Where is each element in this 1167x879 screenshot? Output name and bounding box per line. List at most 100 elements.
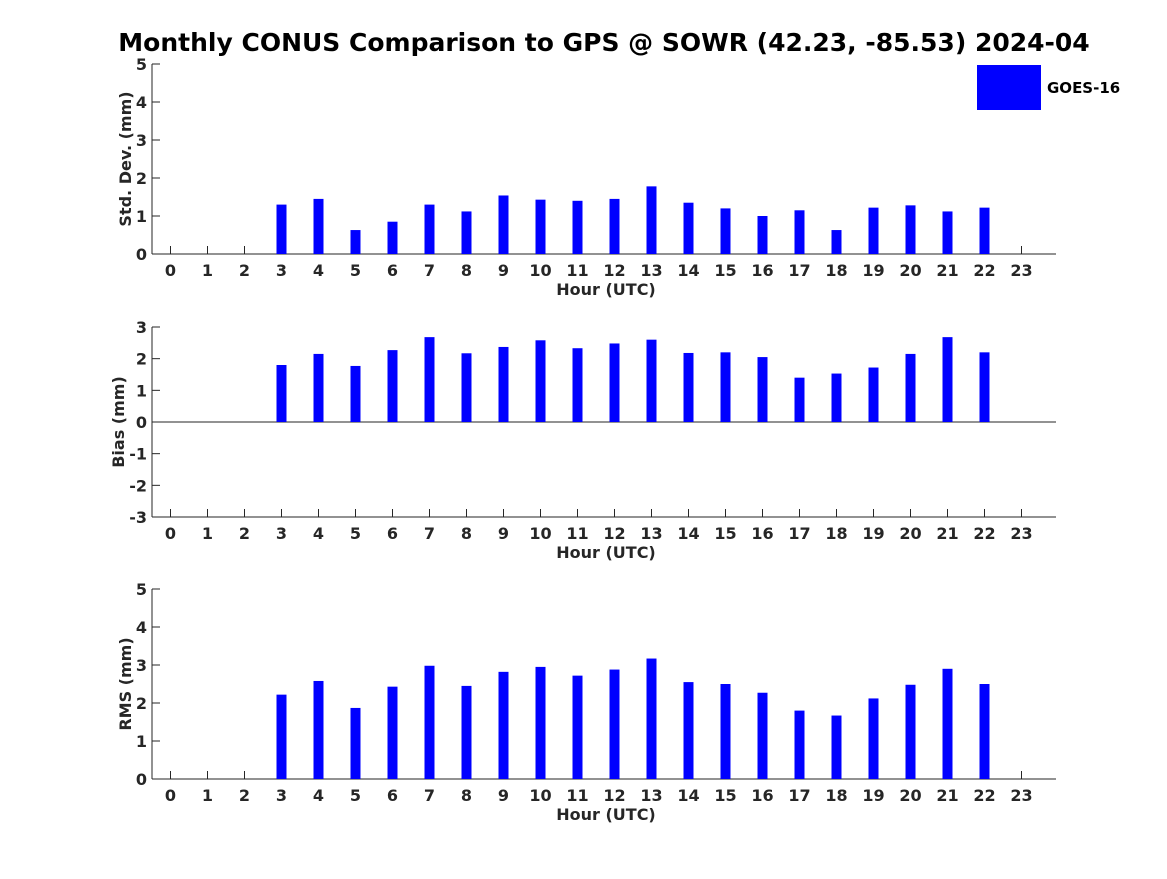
bar-hour-5: [350, 230, 361, 254]
bar-hour-7: [424, 665, 435, 779]
bar-hour-11: [572, 348, 583, 422]
x-tick-label: 18: [825, 261, 847, 280]
bar-hour-17: [794, 210, 805, 254]
bar-hour-4: [313, 198, 324, 254]
x-tick-label: 13: [640, 786, 662, 805]
bar-hour-22: [979, 684, 990, 779]
x-tick-label: 8: [461, 786, 472, 805]
y-tick-label: 1: [136, 207, 147, 226]
bar-hour-18: [831, 230, 842, 254]
x-tick-label: 3: [276, 261, 287, 280]
bar-hour-5: [350, 707, 361, 779]
x-tick-label: 23: [1010, 524, 1032, 543]
x-tick-label: 1: [202, 786, 213, 805]
x-tick-label: 12: [603, 261, 625, 280]
x-tick-label: 14: [677, 524, 699, 543]
bar-hour-8: [461, 353, 472, 422]
bar-hour-10: [535, 666, 546, 779]
bar-hour-19: [868, 207, 879, 254]
bar-hour-8: [461, 211, 472, 254]
x-tick-label: 20: [899, 261, 921, 280]
x-tick-label: 7: [424, 261, 435, 280]
x-tick-label: 2: [239, 261, 250, 280]
bar-hour-3: [276, 204, 287, 254]
bar-hour-22: [979, 207, 990, 254]
y-tick-label: 1: [136, 381, 147, 400]
x-tick-label: 19: [862, 786, 884, 805]
x-tick-label: 11: [566, 524, 588, 543]
y-tick-label: 3: [136, 656, 147, 675]
x-tick-label: 3: [276, 786, 287, 805]
x-tick-label: 16: [751, 524, 773, 543]
bar-hour-20: [905, 684, 916, 779]
x-tick-label: 17: [788, 524, 810, 543]
bar-hour-19: [868, 698, 879, 779]
x-tick-label: 14: [677, 261, 699, 280]
x-tick-label: 12: [603, 786, 625, 805]
legend-label: GOES-16: [1047, 79, 1120, 97]
y-tick-label: 2: [136, 350, 147, 369]
x-tick-label: 19: [862, 524, 884, 543]
bar-hour-13: [646, 186, 657, 254]
x-tick-label: 6: [387, 786, 398, 805]
x-tick-label: 12: [603, 524, 625, 543]
bar-hour-10: [535, 340, 546, 422]
x-axis-label: Hour (UTC): [556, 543, 656, 562]
y-tick-label: 3: [136, 318, 147, 337]
y-tick-label: 5: [136, 55, 147, 74]
bar-hour-17: [794, 377, 805, 422]
x-tick-label: 23: [1010, 261, 1032, 280]
bar-hour-16: [757, 216, 768, 254]
bar-hour-6: [387, 350, 398, 422]
x-axis-label: Hour (UTC): [556, 280, 656, 299]
x-axis-label: Hour (UTC): [556, 805, 656, 824]
x-tick-label: 22: [973, 261, 995, 280]
x-tick-label: 4: [313, 261, 324, 280]
bar-hour-9: [498, 346, 509, 422]
bar-hour-3: [276, 694, 287, 779]
legend-swatch: [977, 65, 1041, 110]
x-tick-label: 20: [899, 524, 921, 543]
x-tick-label: 16: [751, 786, 773, 805]
bar-hour-10: [535, 199, 546, 254]
x-tick-label: 4: [313, 786, 324, 805]
x-tick-label: 8: [461, 261, 472, 280]
x-tick-label: 7: [424, 786, 435, 805]
x-tick-label: 21: [936, 261, 958, 280]
bar-hour-15: [720, 208, 731, 254]
bar-hour-6: [387, 686, 398, 779]
x-tick-label: 5: [350, 261, 361, 280]
x-tick-label: 10: [529, 786, 551, 805]
bar-hour-22: [979, 352, 990, 422]
x-tick-label: 9: [498, 524, 509, 543]
x-tick-label: 14: [677, 786, 699, 805]
bar-hour-4: [313, 680, 324, 779]
bar-hour-15: [720, 684, 731, 779]
bar-hour-3: [276, 365, 287, 422]
x-tick-label: 1: [202, 261, 213, 280]
bar-hour-12: [609, 343, 620, 422]
y-tick-label: 3: [136, 131, 147, 150]
bar-hour-14: [683, 202, 694, 254]
x-tick-label: 21: [936, 524, 958, 543]
bar-hour-12: [609, 669, 620, 779]
y-tick-label: -1: [129, 445, 147, 464]
x-tick-label: 1: [202, 524, 213, 543]
bar-hour-13: [646, 658, 657, 779]
bar-hour-6: [387, 221, 398, 254]
bar-hour-14: [683, 682, 694, 779]
y-tick-label: -2: [129, 476, 147, 495]
x-tick-label: 23: [1010, 786, 1032, 805]
bar-hour-21: [942, 211, 953, 254]
bar-hour-11: [572, 675, 583, 779]
y-tick-label: 0: [136, 413, 147, 432]
x-tick-label: 2: [239, 524, 250, 543]
bar-hour-19: [868, 367, 879, 422]
x-tick-label: 5: [350, 786, 361, 805]
x-tick-label: 8: [461, 524, 472, 543]
y-axis-label: RMS (mm): [116, 637, 135, 730]
x-tick-label: 5: [350, 524, 361, 543]
x-tick-label: 10: [529, 261, 551, 280]
